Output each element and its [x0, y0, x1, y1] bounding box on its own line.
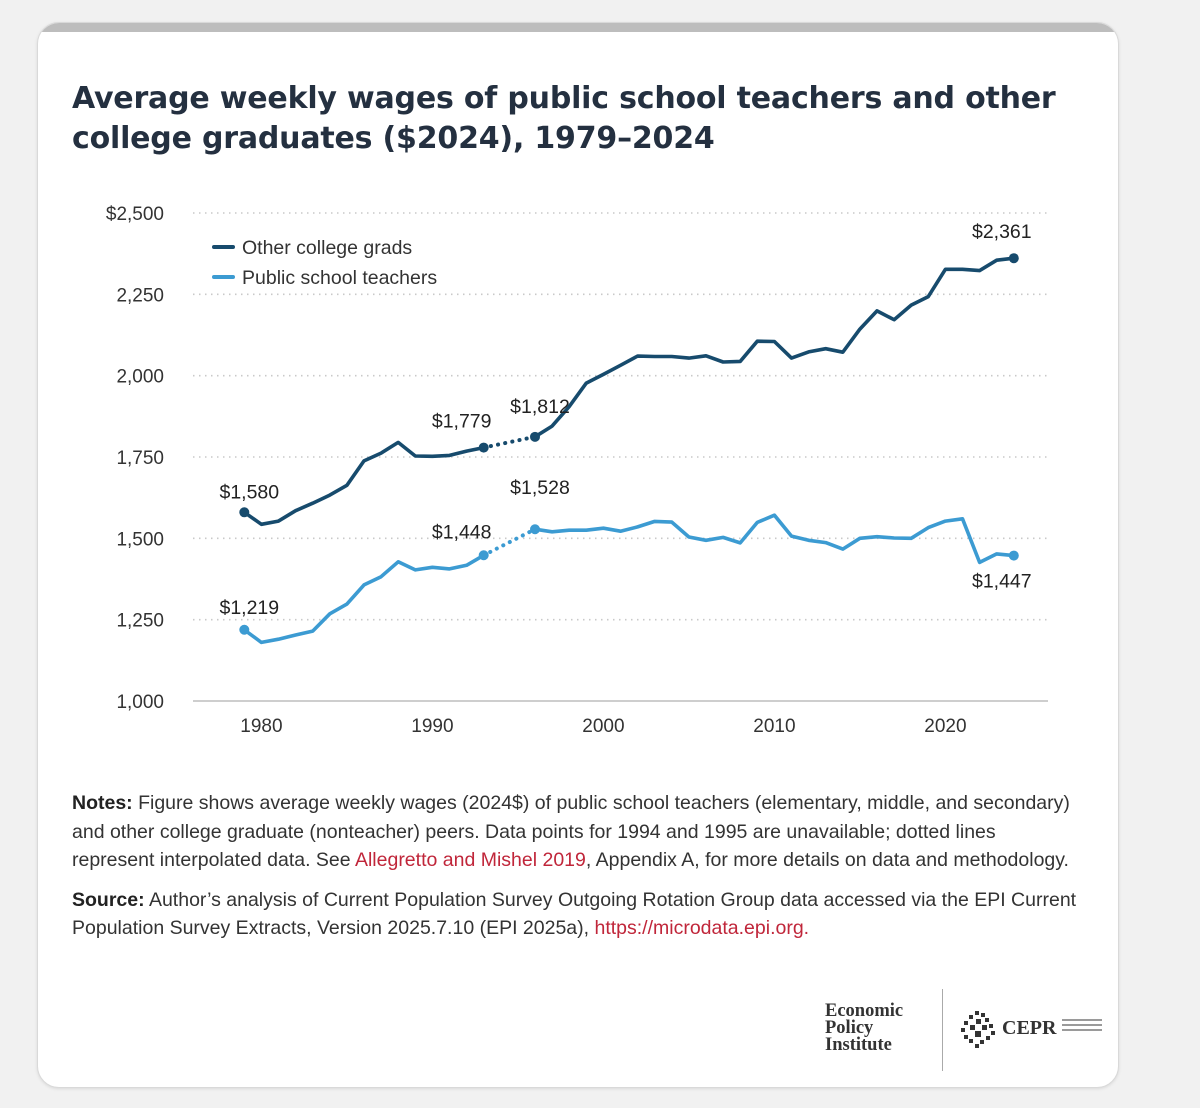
source-end: .	[803, 917, 810, 939]
chart-card: Average weekly wages of public school te…	[37, 22, 1119, 1088]
chart-title: Average weekly wages of public school te…	[72, 81, 1056, 156]
y-tick-label: 1,500	[116, 529, 164, 550]
source-text: Author’s analysis of Current Population …	[72, 888, 1077, 940]
data-label: $1,580	[219, 481, 279, 503]
interpolated-segment	[481, 527, 537, 558]
y-tick-label: 1,000	[116, 692, 164, 713]
x-tick-label: 1990	[411, 716, 453, 737]
data-label: $1,812	[510, 396, 570, 418]
data-label: $1,779	[432, 411, 492, 433]
notes-link[interactable]: Allegretto and Mishel 2019	[354, 849, 586, 871]
y-tick-label: 2,250	[116, 285, 164, 306]
cepr-logo: CEPR	[958, 1007, 1118, 1051]
y-tick-label: 1,750	[116, 448, 164, 469]
data-label: $1,447	[972, 571, 1032, 593]
epi-logo-line: Institute	[825, 1035, 892, 1055]
epi-logo-line: Economic	[825, 1001, 904, 1021]
epi-logo-line: Policy	[825, 1018, 874, 1038]
series-line	[242, 553, 486, 645]
card-top-bar	[38, 23, 1118, 32]
notes-text-end: , Appendix A, for more details on data a…	[585, 849, 1069, 871]
notes-label: Notes:	[72, 792, 133, 814]
data-point-marker	[239, 507, 250, 518]
legend-label: Public school teachers	[242, 267, 437, 289]
data-point-marker	[478, 550, 489, 561]
data-point-marker	[1008, 550, 1019, 561]
series-line	[242, 440, 486, 527]
data-point-marker	[239, 624, 250, 635]
logos: Economic Policy Institute CEPR	[818, 985, 1118, 1071]
y-tick-label: $2,500	[106, 204, 164, 225]
series-line	[533, 256, 1016, 439]
notes-text: Figure shows average weekly wages (2024$…	[72, 792, 1070, 871]
source-paragraph: Source: Author’s analysis of Current Pop…	[72, 886, 1082, 943]
line-chart: 1,000 1,250 1,500 1,750 2,000 2,250 $2,500 1980…	[106, 204, 1048, 737]
data-label: $2,361	[972, 221, 1032, 243]
source-label: Source:	[72, 888, 145, 911]
x-tick-label: 2000	[582, 716, 624, 737]
notes-section: Notes: Figure shows average weekly wages…	[72, 789, 1082, 954]
interpolated-segment	[481, 434, 537, 450]
cepr-emblem-icon	[961, 1011, 995, 1048]
x-tick-label: 2020	[924, 716, 966, 737]
notes-paragraph: Notes: Figure shows average weekly wages…	[72, 789, 1082, 875]
y-tick-label: 2,000	[116, 367, 164, 388]
data-label: $1,448	[432, 521, 492, 543]
data-point-marker	[1008, 253, 1019, 264]
data-point-marker	[478, 442, 489, 453]
source-link[interactable]: https://microdata.epi.org	[594, 917, 804, 939]
data-label: $1,528	[510, 477, 570, 499]
cepr-tagline-lines	[1062, 1019, 1102, 1034]
cepr-wordmark: CEPR	[1002, 1017, 1057, 1039]
series-line	[533, 513, 1016, 565]
x-tick-label: 2010	[753, 716, 795, 737]
legend-label: Other college grads	[242, 237, 412, 259]
y-tick-label: 1,250	[116, 611, 164, 632]
data-point-marker	[530, 524, 540, 535]
data-point-marker	[530, 431, 540, 442]
data-label: $1,219	[219, 597, 279, 619]
x-tick-label: 1980	[240, 716, 282, 737]
epi-logo: Economic Policy Institute	[825, 1001, 904, 1055]
logo-divider	[942, 989, 943, 1071]
